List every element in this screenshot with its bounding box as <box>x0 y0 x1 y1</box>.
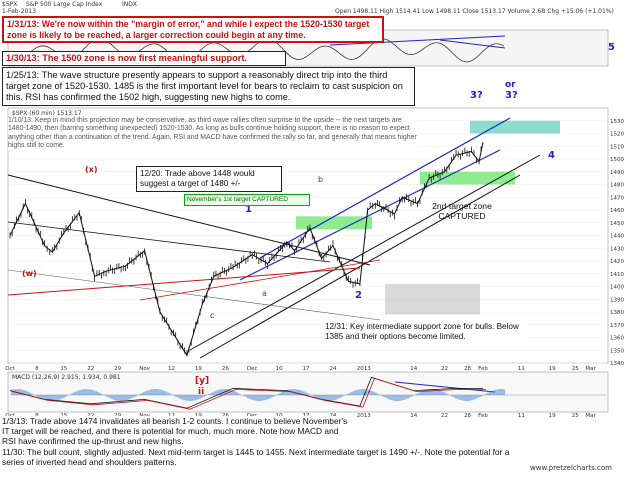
target-zone <box>296 216 372 230</box>
y-tick-label: 1450 <box>610 221 624 227</box>
target-zone <box>385 283 480 315</box>
wave-label-b: b <box>318 175 323 184</box>
x-tick-label: 19 <box>549 366 556 372</box>
x-tick-label: 8 <box>35 366 39 372</box>
chart-name: S&P 500 Large Cap Index <box>26 1 103 8</box>
chart-exchange: INDX <box>122 1 137 8</box>
x-tick-label: 24 <box>329 366 336 372</box>
x-tick-label: 14 <box>410 413 417 419</box>
watermark: www.pretzelcharts.com <box>530 464 612 472</box>
x-tick-label: 10 <box>276 366 283 372</box>
y-tick-label: 1460 <box>610 208 624 214</box>
wave-label-y: [y] <box>195 376 209 386</box>
y-tick-label: 1340 <box>610 361 624 367</box>
x-tick-label: Mar <box>585 366 596 372</box>
target-zone <box>420 171 515 185</box>
y-tick-label: 1350 <box>610 348 624 354</box>
chart-ticker: $SPX <box>2 1 18 8</box>
y-tick-label: 1530 <box>610 119 624 125</box>
x-tick-label: Feb <box>478 413 488 419</box>
y-tick-label: 1520 <box>610 132 624 138</box>
wave-label-2: 2 <box>355 290 362 301</box>
x-tick-label: 26 <box>222 366 229 372</box>
y-tick-label: 1360 <box>610 336 624 342</box>
wave-label-1: 1 <box>245 204 252 215</box>
x-tick-label: Oct <box>5 366 15 372</box>
x-tick-label: Mar <box>585 413 596 419</box>
y-tick-label: 1500 <box>610 157 624 163</box>
y-tick-label: 1510 <box>610 144 624 150</box>
y-tick-label: 1440 <box>610 234 624 240</box>
note-1-30-13: 1/30/13: The 1500 zone is now first mean… <box>2 51 286 67</box>
wave-label-x: (x) <box>85 165 97 174</box>
target-zone <box>470 120 560 134</box>
x-tick-label: Dec <box>247 366 258 372</box>
wave-label-3q-left: 3? <box>470 90 483 101</box>
x-tick-label: 11 <box>518 366 525 372</box>
note-2nd-target: 2nd target zone CAPTURED <box>432 201 492 222</box>
y-tick-label: 1400 <box>610 285 624 291</box>
x-tick-label: 2013 <box>357 366 371 372</box>
macd-panel-label: MACD (12,26,9) 2.915, 1.934, 0.981 <box>12 374 121 381</box>
y-tick-label: 1420 <box>610 259 624 265</box>
y-tick-label: 1390 <box>610 297 624 303</box>
note-11-30: 11/30: The bull count, slightly adjusted… <box>2 447 522 468</box>
x-tick-label: 28 <box>464 413 471 419</box>
x-tick-label: 17 <box>303 366 310 372</box>
x-tick-label: Nov <box>139 366 150 372</box>
macd-panel <box>7 371 609 413</box>
y-tick-label: 1470 <box>610 195 624 201</box>
macd-signal-line <box>12 377 487 410</box>
x-tick-label: 29 <box>114 366 121 372</box>
note-1-31-13: 1/31/13: We're now within the "margin of… <box>2 16 384 44</box>
note-1-3-13: 1/3/13: Trade above 1474 invalidates all… <box>2 416 348 447</box>
y-tick-label: 1490 <box>610 170 624 176</box>
x-tick-label: 22 <box>441 413 448 419</box>
wave-label-a: a <box>262 289 267 298</box>
x-tick-label: 25 <box>572 413 579 419</box>
note-1-25-13: 1/25/13: The wave structure presently ap… <box>2 67 415 107</box>
x-tick-label: 2013 <box>357 413 371 419</box>
macd-series <box>9 376 606 410</box>
x-tick-label: 12 <box>168 366 175 372</box>
wave-label-ii: ii <box>198 387 204 397</box>
wave-label-5: 5 <box>608 42 615 53</box>
x-tick-label: 25 <box>572 366 579 372</box>
wave-label-3q: 3? <box>505 90 518 101</box>
x-tick-label: 19 <box>549 413 556 419</box>
chart-ohlc: Open 1498.11 High 1514.41 Low 1498.11 Cl… <box>335 8 614 15</box>
y-tick-label: 1370 <box>610 323 624 329</box>
note-12-20: 12/20: Trade above 1448 would suggest a … <box>136 166 282 192</box>
main-panel-label: $SPX (60 min) 1513.17 <box>12 110 82 117</box>
price-line <box>9 142 484 357</box>
target-zones <box>296 120 560 315</box>
wave-label-w: (w) <box>22 269 37 278</box>
x-tick-label: 14 <box>410 366 417 372</box>
x-tick-label: 19 <box>195 366 202 372</box>
x-tick-label: 28 <box>464 366 471 372</box>
y-tick-label: 1480 <box>610 183 624 189</box>
wave-label-4: 4 <box>548 150 555 161</box>
wave-label-or: or <box>505 80 516 90</box>
note-1-10-13: 1/10/13: Keep in mind this projection ma… <box>8 117 418 151</box>
y-axis-ticks: 1530 1520 1510 1500 1490 1480 1470 1460 1450 1440… <box>610 119 624 367</box>
x-tick-label: 15 <box>60 366 67 372</box>
wave-label-c: c <box>210 311 214 320</box>
note-12-31: 12/31: Key intermediate support zone for… <box>325 322 525 342</box>
x-tick-label: 22 <box>87 366 94 372</box>
x-tick-label: 11 <box>518 413 525 419</box>
x-tick-label: 22 <box>441 366 448 372</box>
chart-date: 1-Feb-2013 <box>2 8 37 15</box>
y-tick-label: 1380 <box>610 310 624 316</box>
y-tick-label: 1430 <box>610 246 624 252</box>
y-tick-label: 1410 <box>610 272 624 278</box>
note-november-target: November's 1st target CAPTURED <box>184 194 310 206</box>
x-tick-label: Feb <box>478 366 488 372</box>
